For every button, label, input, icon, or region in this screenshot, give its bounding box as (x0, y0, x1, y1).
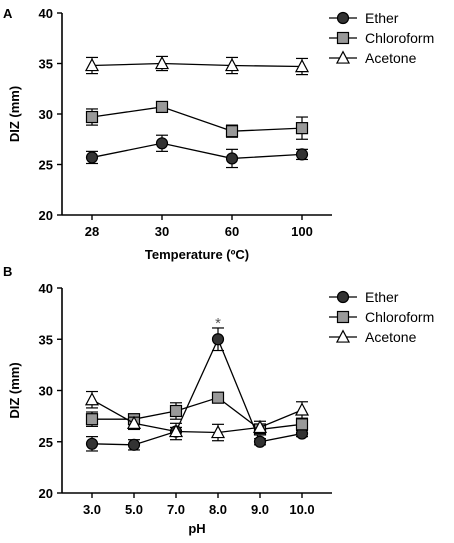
panel-a-acetone-line (91, 62, 303, 68)
panel-b-x-tick-label: 7.0 (167, 502, 185, 517)
panel-b-letter: B (3, 264, 12, 279)
panel-a-x-tick-label: 60 (225, 224, 239, 239)
panel-a-x-axis-title: Temperature (ºC) (145, 247, 249, 262)
panel-b-x-tick-label: 3.0 (83, 502, 101, 517)
panel-a-x-tick-label: 30 (155, 224, 169, 239)
panel-a-legend-chloroform-marker (336, 31, 350, 45)
panel-b-chloroform-point (85, 413, 99, 426)
panel-b-acetone-point (84, 392, 100, 406)
panel-a-x-tick-label: 28 (85, 224, 99, 239)
panel-a-ether-line (91, 142, 303, 160)
panel-a-ether-point (295, 148, 309, 161)
panel-b-chloroform-point (295, 418, 309, 431)
panel-a-acetone-point (84, 57, 100, 72)
panel-a-ether-point (155, 137, 169, 150)
panel-b-acetone-point (252, 419, 268, 434)
panel-a-chloroform-point (155, 100, 169, 114)
panel-b-x-axis-title: pH (188, 521, 205, 536)
panel-a-ether-point (225, 152, 239, 165)
panel-b-y-axis-title: DIZ (mm) (7, 362, 22, 418)
panel-b-legend-chloroform-label: Chloroform (365, 309, 434, 325)
panel-a-acetone-point (224, 57, 240, 72)
panel-a-acetone-point (154, 55, 170, 70)
panel-a-letter: A (3, 6, 13, 21)
panel-b-legend-acetone-marker (335, 329, 351, 343)
panel-b-x-tick-label: 9.0 (251, 502, 269, 517)
panel-b-ether-point (211, 333, 225, 346)
panel-b-y-tick-label: 20 (39, 486, 53, 501)
panel-b-legend-chloroform-marker (336, 310, 350, 324)
panel-a-y-tick-label: 25 (39, 158, 53, 173)
panel-a-ether-point (85, 151, 99, 164)
panel-a: A 20 25 30 35 40 28 30 60 100 DIZ (mm) Temperature… (3, 6, 434, 262)
panel-a-legend-acetone-label: Acetone (365, 50, 417, 66)
panel-a-chloroform-point (295, 122, 309, 135)
panel-b-ether-point (127, 438, 141, 451)
panel-a-x-tick-label: 100 (291, 224, 313, 239)
panel-b-ether-point (253, 435, 267, 448)
panel-b-chloroform-point (169, 404, 183, 418)
panel-b-chloroform-point (211, 391, 225, 404)
panel-a-y-tick-label: 20 (39, 208, 53, 223)
panel-a-y-tick-label: 30 (39, 107, 53, 122)
panel-a-chloroform-point (85, 110, 99, 124)
panel-a-chloroform-point (225, 125, 239, 138)
panel-b-acetone-point (294, 402, 310, 416)
panel-b-acetone-line (91, 399, 303, 434)
panel-b-ether-point (85, 437, 99, 450)
panel-b-acetone-point (210, 424, 226, 439)
panel-b-x-tick-label: 8.0 (209, 502, 227, 517)
panel-b-y-tick-label: 40 (39, 281, 53, 296)
panel-b-x-tick-label: 10.0 (289, 502, 314, 517)
panel-b-x-tick-label: 5.0 (125, 502, 143, 517)
panel-a-chloroform-line (91, 106, 303, 132)
panel-a-y-tick-label: 40 (39, 6, 53, 21)
panel-a-legend-ether-label: Ether (365, 10, 399, 26)
panel-b-chloroform-line (92, 396, 303, 431)
panel-b-acetone-point (168, 423, 184, 438)
panel-a-y-tick-label: 35 (39, 57, 53, 72)
panel-b-legend-ether-marker (336, 290, 350, 304)
panel-b-y-tick-label: 30 (39, 384, 53, 399)
panel-b-legend-acetone-label: Acetone (365, 329, 417, 345)
panel-b-ether-line (91, 337, 303, 446)
panel-b-acetone-point (126, 415, 142, 429)
panel-b: B 20 25 30 35 40 3.0 5.0 7.0 8.0 9.0 10.0 DIZ (mm) p… (3, 264, 434, 536)
panel-a-legend-acetone-marker (335, 50, 351, 64)
panel-a-acetone-point (294, 58, 310, 73)
panel-b-legend-ether-label: Ether (365, 289, 399, 305)
panel-b-y-tick-label: 25 (39, 435, 53, 450)
panel-a-legend-ether-marker (336, 11, 350, 25)
panel-a-y-axis-title: DIZ (mm) (7, 86, 22, 142)
panel-b-y-tick-label: 35 (39, 332, 53, 347)
panel-b-significance-annotation: * (215, 315, 221, 332)
panel-a-legend-chloroform-label: Chloroform (365, 30, 434, 46)
